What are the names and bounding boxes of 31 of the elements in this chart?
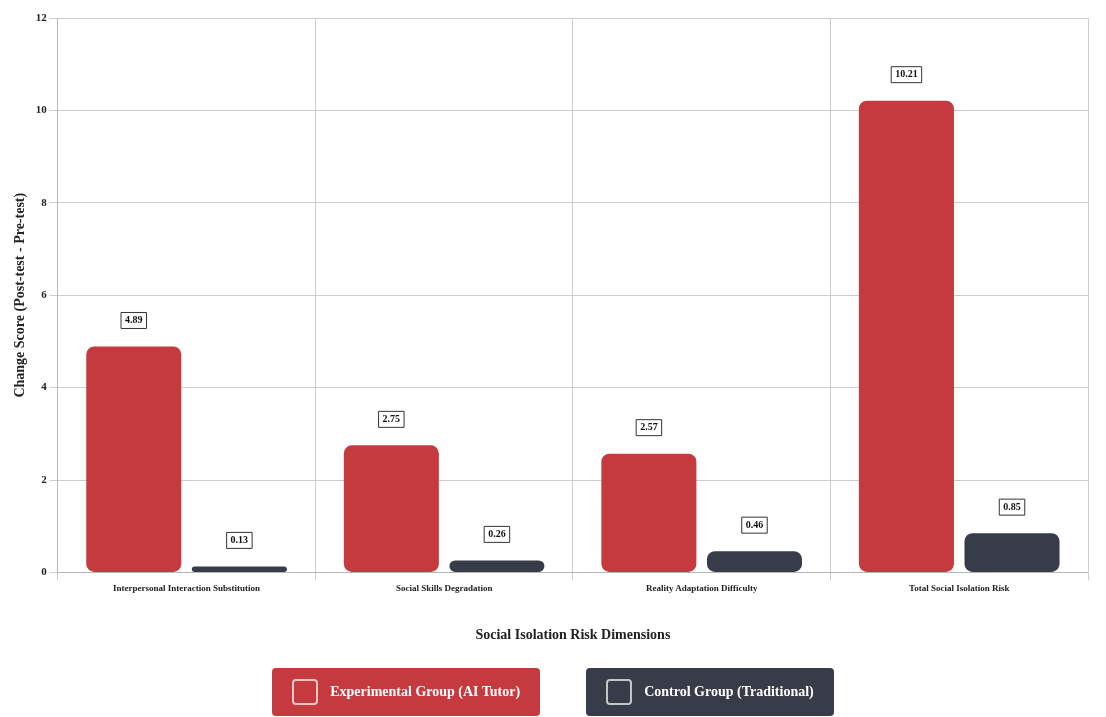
bar	[706, 551, 802, 572]
data-label: 0.26	[488, 527, 506, 539]
bar	[191, 566, 287, 572]
x-tick-label: Total Social Isolation Risk	[909, 583, 1010, 594]
y-tick-label: 4	[41, 380, 48, 393]
y-tick-label: 2	[41, 472, 48, 485]
data-label: 10.21	[895, 68, 918, 80]
bar	[449, 560, 545, 572]
data-label: 0.13	[230, 533, 249, 545]
bar	[343, 445, 439, 572]
data-label: 4.89	[125, 314, 143, 326]
y-tick-label: 0	[41, 565, 48, 578]
data-label: 2.75	[382, 412, 401, 424]
bar	[858, 100, 954, 572]
x-tick-label: Interpersonal Interaction Substitution	[113, 583, 261, 594]
legend-label: Experimental Group (AI Tutor)	[330, 684, 521, 700]
bar	[86, 346, 182, 572]
data-label: 2.57	[640, 421, 658, 433]
y-tick-label: 10	[35, 103, 48, 116]
y-tick-label: 6	[41, 288, 48, 301]
y-axis-title: Change Score (Post-test - Pre-test)	[12, 192, 29, 398]
legend-label: Control Group (Traditional)	[644, 684, 814, 700]
x-axis-title: Social Isolation Risk Dimensions	[475, 627, 671, 643]
y-tick-label: 12	[35, 10, 48, 23]
x-tick-label: Social Skills Degradation	[395, 583, 493, 594]
y-tick-label: 8	[41, 195, 48, 208]
data-label: 0.85	[1003, 500, 1021, 512]
x-tick-label: Reality Adaptation Difficulty	[645, 583, 758, 594]
bar	[964, 533, 1060, 572]
data-label: 0.46	[745, 518, 764, 530]
bar	[601, 453, 697, 572]
